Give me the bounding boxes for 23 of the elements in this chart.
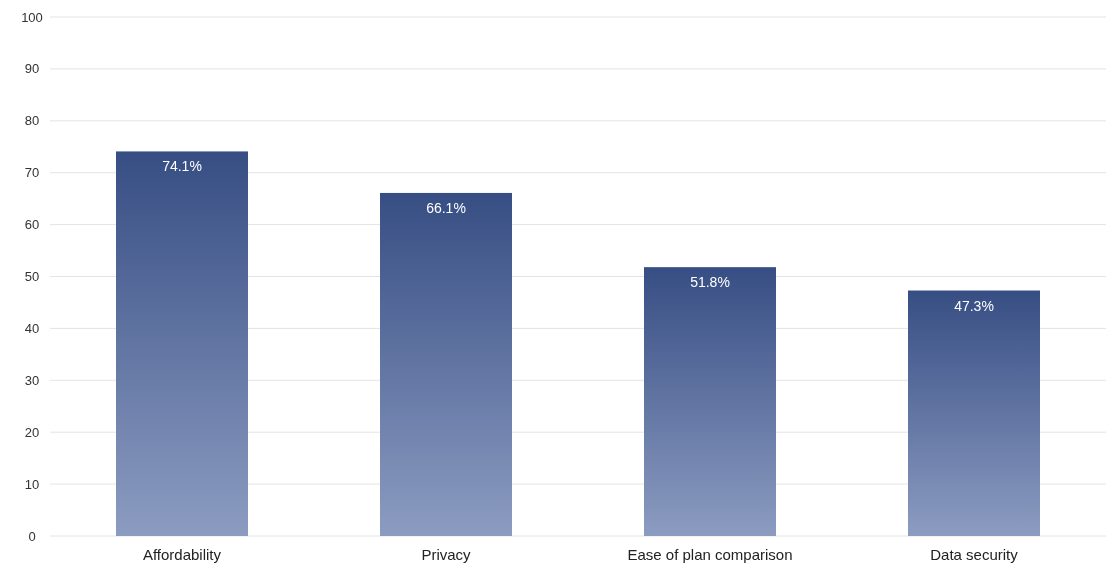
y-tick-label: 20 [24, 424, 40, 440]
y-tick-label: 10 [24, 476, 40, 492]
data-label: 51.8% [690, 274, 730, 291]
x-tick-label: Affordability [142, 546, 222, 563]
data-label: 47.3% [954, 297, 994, 314]
bar [644, 267, 776, 536]
bar [380, 192, 512, 536]
bar [116, 151, 248, 536]
data-label: 74.1% [162, 158, 202, 175]
y-tick-label: 80 [24, 113, 40, 129]
y-tick-label: 100 [21, 9, 43, 25]
y-tick-label: 50 [24, 269, 40, 285]
y-tick-label: 60 [24, 217, 40, 233]
data-label: 66.1% [426, 199, 466, 216]
y-tick-label: 40 [24, 320, 40, 336]
x-tick-label: Data security [930, 546, 1019, 563]
bar [908, 290, 1040, 536]
y-tick-label: 0 [28, 528, 36, 544]
y-tick-label: 70 [24, 165, 40, 181]
y-tick-label: 90 [24, 61, 40, 77]
x-tick-label: Ease of plan comparison [627, 546, 793, 563]
y-tick-label: 30 [24, 372, 40, 388]
x-tick-label: Privacy [421, 546, 472, 563]
